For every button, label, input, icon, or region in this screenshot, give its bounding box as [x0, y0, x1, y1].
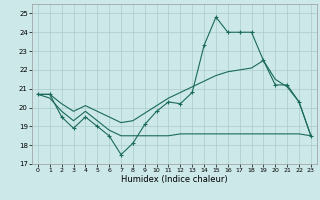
- X-axis label: Humidex (Indice chaleur): Humidex (Indice chaleur): [121, 175, 228, 184]
